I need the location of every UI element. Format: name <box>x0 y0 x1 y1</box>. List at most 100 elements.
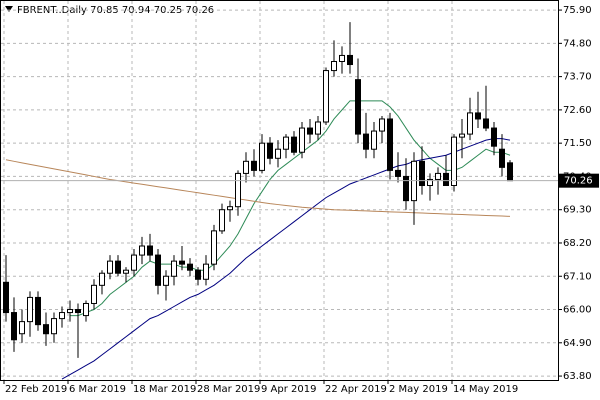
candle-body <box>67 309 73 314</box>
candle-body <box>427 178 433 187</box>
candle-body <box>283 136 289 150</box>
candle-body <box>155 254 161 286</box>
candle-body <box>339 54 345 62</box>
candle-body <box>331 60 337 72</box>
candle-body <box>3 281 9 314</box>
candle <box>139 236 145 265</box>
x-tick-label: 9 Apr 2019 <box>261 384 316 395</box>
candle-body <box>491 127 497 147</box>
y-tick-label: 71.50 <box>563 138 592 149</box>
candle <box>123 267 129 283</box>
candle <box>267 137 273 165</box>
current-price-box <box>559 173 599 188</box>
candle-body <box>275 148 281 159</box>
candle-body <box>371 130 377 150</box>
candle-body <box>147 245 153 256</box>
candle <box>235 170 241 216</box>
candle-body <box>291 136 297 153</box>
candle-body <box>395 169 401 177</box>
candle-body <box>35 296 41 326</box>
candle-body <box>435 172 441 180</box>
candle <box>131 249 137 277</box>
candle <box>99 270 105 295</box>
candle <box>187 258 193 277</box>
candle-body <box>251 160 257 171</box>
y-tick-label: 66.00 <box>563 305 592 316</box>
candle-body <box>323 70 329 123</box>
current-price-label: 70.26 <box>564 176 593 187</box>
candle-body <box>243 160 249 174</box>
candle <box>27 291 33 337</box>
candle <box>323 67 329 126</box>
x-tick-label: 22 Feb 2019 <box>5 384 67 395</box>
candle <box>291 131 297 156</box>
candle-body <box>267 142 273 159</box>
candle <box>395 152 401 183</box>
candle-body <box>507 162 513 182</box>
candle <box>419 146 425 195</box>
candle-body <box>259 142 265 171</box>
y-tick-label: 64.90 <box>563 338 592 349</box>
candle-body <box>115 260 121 274</box>
menu-triangle <box>5 6 13 12</box>
candle <box>83 300 89 322</box>
candle <box>371 121 377 159</box>
candle <box>211 224 217 271</box>
candle <box>203 255 209 286</box>
candle <box>35 291 41 331</box>
candle-body <box>131 254 137 271</box>
y-tick-label: 67.10 <box>563 271 592 282</box>
candle <box>59 306 65 328</box>
candle-body <box>467 112 473 135</box>
candle <box>219 203 225 234</box>
candle <box>451 134 457 192</box>
candle <box>179 246 185 271</box>
candle-body <box>219 209 225 232</box>
candle <box>347 22 353 74</box>
y-tick-label: 72.60 <box>563 105 592 116</box>
candle-body <box>203 263 209 280</box>
candle <box>251 149 257 177</box>
candle <box>155 249 161 295</box>
candle <box>443 155 449 187</box>
candle <box>275 140 281 168</box>
x-tick-label: 28 Mar 2019 <box>197 384 260 395</box>
candle <box>75 303 81 358</box>
candle <box>51 312 57 343</box>
candle-body <box>307 127 313 135</box>
candle-body <box>27 296 33 323</box>
candle-body <box>163 275 169 286</box>
candle <box>307 118 313 144</box>
candle-body <box>347 54 353 66</box>
candle <box>467 97 473 141</box>
y-tick-label: 63.80 <box>563 371 592 382</box>
candle <box>499 134 505 177</box>
x-tick-label: 22 Apr 2019 <box>325 384 387 395</box>
candle <box>67 300 73 322</box>
candle <box>299 121 305 159</box>
candle <box>163 270 169 301</box>
candle-body <box>227 206 233 211</box>
candle <box>3 255 9 322</box>
candle <box>43 312 49 346</box>
candle <box>107 255 113 280</box>
y-tick-label: 74.80 <box>563 38 592 49</box>
candle <box>315 115 321 141</box>
candle <box>11 297 17 352</box>
candle-body <box>139 245 145 256</box>
y-tick-label: 75.90 <box>563 5 592 16</box>
moving-average <box>5 159 511 217</box>
y-tick-label: 69.30 <box>563 205 592 216</box>
candle-body <box>387 118 393 171</box>
candle-body <box>99 272 105 286</box>
candle <box>387 112 393 180</box>
candle <box>171 255 177 286</box>
candle <box>147 233 153 262</box>
candle-body <box>483 118 489 129</box>
candle-body <box>419 160 425 187</box>
candle <box>339 46 345 74</box>
y-tick-label: 68.20 <box>563 238 592 249</box>
candle-body <box>403 175 409 202</box>
candle-body <box>475 112 481 120</box>
plot-frame <box>0 0 559 381</box>
